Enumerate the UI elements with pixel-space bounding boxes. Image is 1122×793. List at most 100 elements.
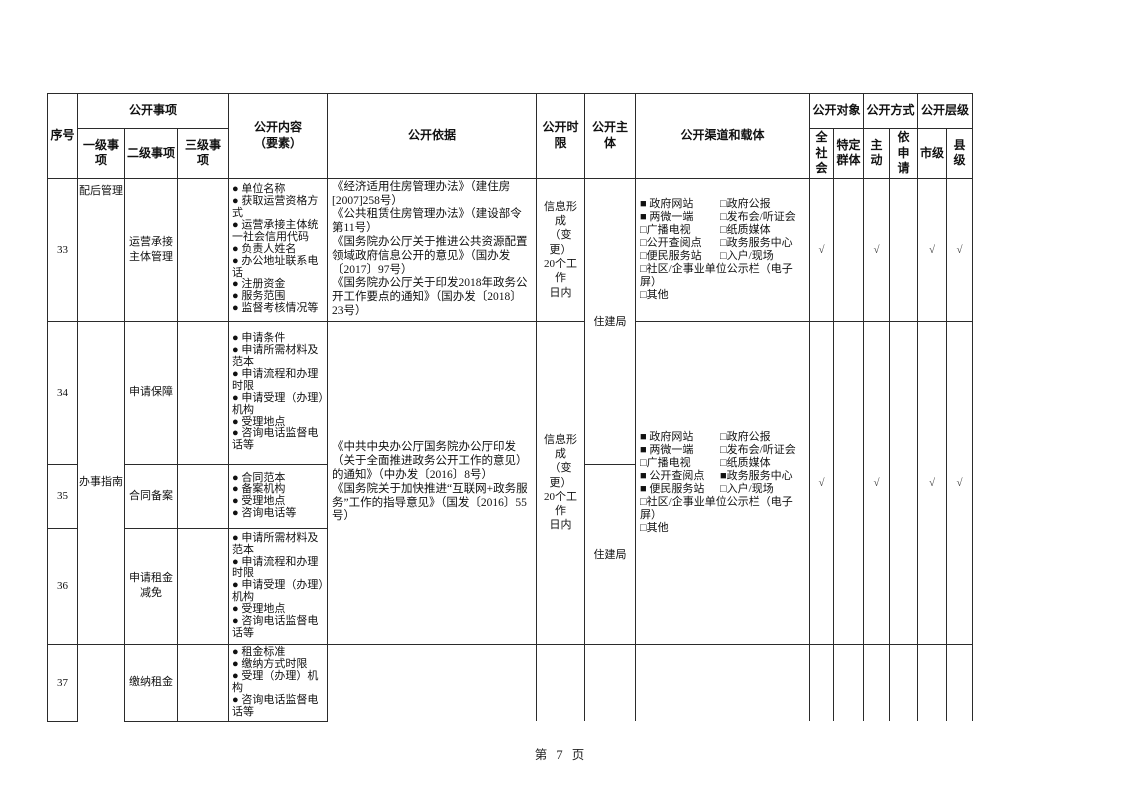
table-row-35: 35 合同备案 ● 合同范本 ● 备案机构 ● 受理地点 ● 咨询电话等 住建局 <box>47 463 973 645</box>
header-time-limit: 公开时限 <box>536 93 585 179</box>
checkbox-line: □社区/企事业单位公示栏（电子屏） <box>640 263 807 289</box>
checkbox-item: □政务服务中心 <box>720 236 793 249</box>
row33-level1: 配后管理 <box>77 177 125 322</box>
basis-cell-34-36: 《中共中央办公厅国务院办公厅印发（关于全面推进政务公开工作的意见）的通知》（中办… <box>327 320 537 645</box>
checkbox-item: □入户/现场 <box>720 482 774 495</box>
row33-channels: ■ 政府网站 □政府公报 ■ 两微一端 □发布会/听证会 □广播电视 □纸质媒体 □公开查阅… <box>635 177 810 322</box>
row33-serial: 33 <box>47 177 78 322</box>
subject-cell-33-34: 住建局 <box>584 177 636 465</box>
list-item: ● 受理地点 <box>232 415 286 428</box>
checkbox-line: □公开查阅点 □政务服务中心 <box>640 237 807 250</box>
header-whole-society: 全社 会 <box>809 128 834 179</box>
row34-serial: 34 <box>47 320 78 465</box>
header-specific-groups: 特定 群体 <box>832 128 865 179</box>
list-item: ● 咨询电话等 <box>232 507 297 520</box>
checkbox-item: □广播电视 <box>640 456 691 469</box>
list-item: ● 服务范围 <box>232 290 286 303</box>
list-item: ● 单位名称 <box>232 183 286 196</box>
table-row-33: 33 配后管理 运营承接 主体管理 ● 单位名称 ● 获取运营资格方式 ● 运营承接… <box>47 177 974 465</box>
list-item: ● 注册资金 <box>232 278 286 291</box>
list-item: 《国务院办公厅关于印发2018年政务公开工作要点的通知》（国办发〔2018〕23… <box>332 277 528 317</box>
list-item: ● 备案机构 <box>232 483 286 496</box>
checkbox-item: ■政务服务中心 <box>720 469 793 482</box>
header-disclosure-target: 公开对象 <box>808 93 865 129</box>
list-item: ● 获取运营资格方式 <box>232 195 319 220</box>
row37-level2: 缴纳租金 <box>124 643 178 722</box>
row33-content-elements: ● 单位名称 ● 获取运营资格方式 ● 运营承接主体统一社会信用代码 ● 负责人姓名 ●… <box>228 177 328 322</box>
list-item: ● 申请所需材料及范本 <box>232 531 319 556</box>
header-level3-matter: 三级事项 <box>177 128 229 179</box>
row34-level2: 申请保障 <box>124 320 178 465</box>
row33-basis: 《经济适用住房管理办法》（建住房[2007]258号） 《公共租赁住房管理办法》（… <box>327 177 537 322</box>
row35-serial: 35 <box>47 463 78 529</box>
checkbox-item: □公开查阅点 <box>640 236 702 249</box>
channels-cell-34-36: ■ 政府网站 □政府公报 ■ 两微一端 □发布会/听证会 □广播电视 □纸质媒体 ■ 公开查… <box>635 320 810 645</box>
header-level1-matter: 一级事项 <box>77 128 125 179</box>
list-item: 《中共中央办公厅国务院办公厅印发（关于全面推进政务公开工作的意见）的通知》（中办… <box>332 441 528 481</box>
row37-check-specific-groups <box>832 643 865 722</box>
row37-check-on-request <box>889 643 919 722</box>
list-item: ● 缴纳方式时限 <box>232 658 308 670</box>
checkbox-line: ■ 政府网站 □政府公报 <box>640 431 807 444</box>
check-specific-groups-34-36 <box>832 320 865 645</box>
checkbox-item: □纸质媒体 <box>720 456 771 469</box>
checkbox-item: □政府公报 <box>720 430 771 443</box>
list-item: ● 运营承接主体统一社会信用代码 <box>232 219 319 243</box>
row37-content-elements: ● 租金标准 ● 缴纳方式时限 ● 受理（办理）机构 ● 咨询电话监督电话等 <box>228 643 328 722</box>
row37-subject <box>584 643 636 722</box>
header-channels-carriers: 公开渠道和载体 <box>635 93 810 179</box>
row33-check-county: √ <box>946 177 974 322</box>
checkbox-item: ■ 两微一端 <box>640 443 694 456</box>
checkbox-item: □其他 <box>640 521 669 534</box>
row33-check-specific-groups <box>832 177 865 322</box>
checkbox-line: ■ 政府网站 □政府公报 <box>640 198 807 211</box>
row37-level3 <box>177 643 229 722</box>
list-item: ● 申请流程和办理时限 <box>232 368 319 392</box>
check-whole-society-34-36: √ <box>809 320 834 645</box>
checkbox-item: ■ 政府网站 <box>640 430 694 443</box>
row33-check-city: √ <box>917 177 948 322</box>
checkbox-item: □发布会/听证会 <box>720 443 796 456</box>
header-city-level: 市级 <box>917 128 948 179</box>
row33-time-limit: 信息形成 （变更） 20个工作 日内 <box>536 177 585 322</box>
row33-level3 <box>177 177 229 322</box>
checkbox-item: □发布会/听证会 <box>720 210 796 223</box>
subject-cell-35-36: 住建局 <box>584 463 636 645</box>
checkbox-line: □其他 <box>640 289 807 302</box>
checkbox-line: □其他 <box>640 522 807 535</box>
row33-check-whole-society: √ <box>809 177 834 322</box>
time-limit-cell-34-36: 信息形成 （变更） 20个工作 日内 <box>536 320 585 645</box>
row34-content-elements: ● 申请条件 ● 申请所需材料及范本 ● 申请流程和办理时限 ● 申请受理（办理）机构… <box>228 320 328 465</box>
list-item: ● 受理（办理）机构 <box>232 669 319 694</box>
header-serial-number: 序号 <box>47 93 78 179</box>
checkbox-line: ■ 便民服务站 □入户/现场 <box>640 483 807 496</box>
list-item: 《国务院关于加快推进“互联网+政务服务”工作的指导意见》（国发〔2016〕55号… <box>332 482 528 523</box>
list-item: ● 申请所需材料及范本 <box>232 344 319 369</box>
row37-channels <box>635 643 810 722</box>
checkbox-line: □广播电视 □纸质媒体 <box>640 224 807 237</box>
checkbox-item: □其他 <box>640 288 669 301</box>
check-county-34-36: √ <box>946 320 974 645</box>
checkbox-item: □入户/现场 <box>720 249 774 262</box>
list-item: ● 受理地点 <box>232 495 286 508</box>
list-item: ● 咨询电话监督电话等 <box>232 427 319 452</box>
level1-cell-34-36: 办事指南 <box>77 320 125 645</box>
list-item: ● 申请条件 <box>232 332 286 345</box>
header-disclosure-level: 公开层级 <box>917 93 974 129</box>
checkbox-line: ■ 两微一端 □发布会/听证会 <box>640 211 807 224</box>
list-item: ● 租金标准 <box>232 646 286 659</box>
header-disclosure-matters: 公开事项 <box>77 93 229 129</box>
row36-level3 <box>177 527 229 645</box>
header-county-level: 县级 <box>946 128 974 179</box>
check-city-34-36: √ <box>917 320 948 645</box>
list-item: 《经济适用住房管理办法》（建住房[2007]258号） <box>332 180 511 207</box>
checkbox-line: ■ 公开查阅点 ■政务服务中心 <box>640 470 807 483</box>
checkbox-line: ■ 两微一端 □发布会/听证会 <box>640 444 807 457</box>
row37-check-proactive <box>863 643 891 722</box>
checkbox-item: □社区/企事业单位公示栏（电子屏） <box>640 495 793 521</box>
row35-level3 <box>177 463 229 529</box>
checkbox-line: □社区/企事业单位公示栏（电子屏） <box>640 496 807 522</box>
page-number: 第 7 页 <box>534 748 588 762</box>
row35-content-elements: ● 合同范本 ● 备案机构 ● 受理地点 ● 咨询电话等 <box>228 463 328 529</box>
